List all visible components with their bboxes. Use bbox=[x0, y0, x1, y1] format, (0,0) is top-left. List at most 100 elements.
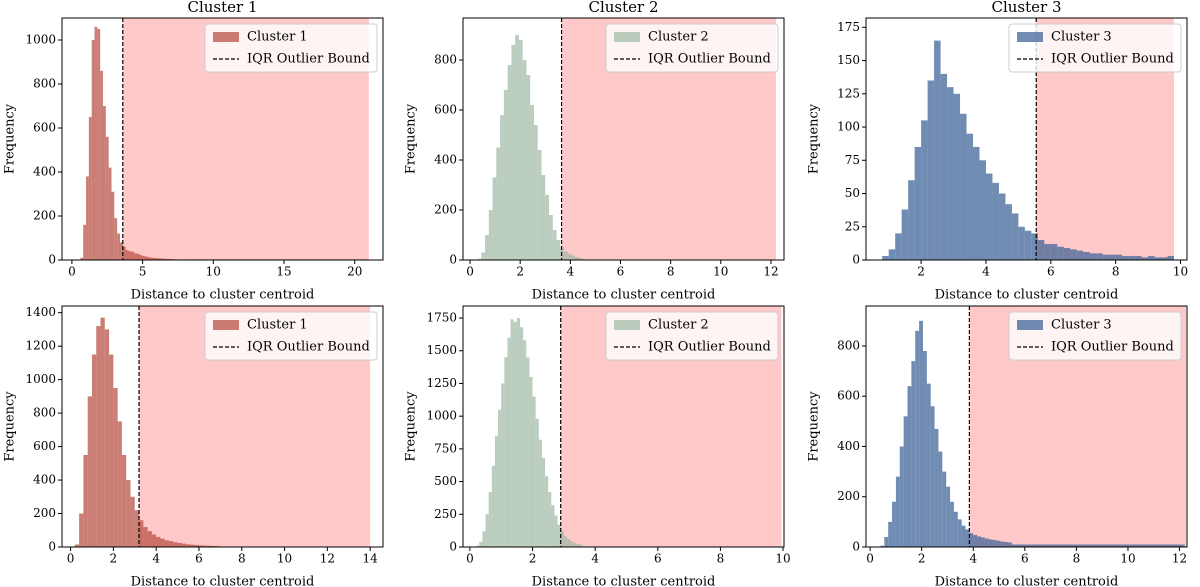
histogram-bar bbox=[1011, 544, 1185, 547]
histogram-bar bbox=[488, 210, 493, 260]
histogram-bar bbox=[919, 320, 923, 547]
x-tick-label: 8 bbox=[717, 552, 725, 566]
x-tick-label: 0 bbox=[466, 552, 474, 566]
plot-frame bbox=[61, 17, 384, 261]
histogram-bar bbox=[914, 146, 922, 260]
histogram-bar bbox=[961, 525, 966, 547]
histogram-bar bbox=[934, 428, 939, 547]
y-tick-label: 800 bbox=[33, 77, 56, 91]
histogram-bar bbox=[892, 501, 896, 547]
histogram-bar bbox=[134, 510, 140, 547]
histogram-bar bbox=[96, 326, 101, 547]
histogram-bar bbox=[485, 514, 489, 547]
histogram-bar bbox=[579, 258, 583, 260]
y-axis-label: Frequency bbox=[807, 391, 822, 462]
y-tick-label: 25 bbox=[845, 219, 860, 233]
plot-frame bbox=[865, 17, 1188, 261]
y-tick-label: 800 bbox=[33, 406, 56, 420]
histogram-bar bbox=[973, 146, 980, 260]
histogram-bar bbox=[880, 545, 885, 547]
x-tick-label: 10 bbox=[1173, 265, 1188, 279]
x-tick-label: 4 bbox=[982, 265, 990, 279]
x-axis-label: Distance to cluster centroid bbox=[935, 288, 1119, 303]
histogram-bar bbox=[79, 513, 84, 547]
legend-swatch bbox=[614, 320, 640, 330]
histogram-bar bbox=[139, 255, 143, 260]
histogram-bar bbox=[122, 246, 126, 260]
histogram-bar bbox=[148, 257, 152, 260]
y-tick-label: 0 bbox=[852, 253, 860, 267]
x-tick-label: 8 bbox=[667, 265, 675, 279]
x-tick-label: 0 bbox=[67, 552, 75, 566]
x-tick-label: 10 bbox=[1120, 552, 1135, 566]
x-axis-label: Distance to cluster centroid bbox=[131, 288, 315, 303]
y-tick-label: 1000 bbox=[25, 372, 56, 386]
histogram-bar bbox=[162, 258, 166, 260]
histogram-bar bbox=[570, 541, 574, 547]
histogram-bar bbox=[1154, 257, 1162, 260]
histogram-bar bbox=[934, 40, 941, 260]
histogram-bar bbox=[109, 354, 114, 547]
legend-box bbox=[1008, 311, 1182, 361]
histogram-bar bbox=[1115, 254, 1123, 260]
x-tick-label: 5 bbox=[139, 265, 147, 279]
x-tick-label: 12 bbox=[320, 552, 335, 566]
histogram-bar bbox=[922, 350, 927, 547]
chart-title: Cluster 1 bbox=[187, 0, 257, 16]
histogram-bar bbox=[1063, 248, 1071, 260]
histogram-bar bbox=[156, 536, 161, 547]
y-tick-label: 600 bbox=[33, 121, 56, 135]
histogram-bar bbox=[532, 396, 536, 547]
histogram-bar bbox=[481, 252, 486, 260]
histogram-bar bbox=[533, 125, 538, 260]
histogram-bar bbox=[136, 253, 140, 260]
histogram-bar bbox=[1167, 256, 1175, 260]
y-tick-label: 150 bbox=[837, 53, 860, 67]
histogram-bar bbox=[91, 40, 95, 260]
histogram-bar bbox=[518, 40, 523, 260]
histogram-bar bbox=[538, 439, 542, 547]
x-tick-label: 10 bbox=[277, 552, 292, 566]
histogram-bar bbox=[160, 538, 165, 547]
histogram-bar bbox=[491, 465, 495, 547]
x-tick-label: 6 bbox=[1047, 265, 1055, 279]
histogram-bar bbox=[921, 120, 928, 260]
histogram-bar bbox=[563, 535, 567, 547]
y-tick-label: 0 bbox=[852, 540, 860, 554]
histogram-bar bbox=[557, 524, 561, 547]
histogram-bar bbox=[946, 486, 951, 547]
legend-swatch bbox=[1017, 320, 1043, 330]
y-tick-label: 75 bbox=[845, 153, 860, 167]
histogram-bar bbox=[1037, 240, 1045, 260]
y-tick-label: 600 bbox=[837, 389, 860, 403]
histogram-bar bbox=[915, 330, 920, 547]
x-tick-label: 2 bbox=[917, 265, 925, 279]
histogram-bar bbox=[126, 480, 131, 547]
y-axis-label: Frequency bbox=[3, 103, 18, 174]
histogram-bar bbox=[573, 542, 577, 547]
histogram-bar bbox=[567, 253, 572, 260]
histogram-bar bbox=[147, 531, 152, 547]
y-tick-label: 250 bbox=[434, 507, 457, 521]
histogram-bar bbox=[194, 544, 199, 547]
y-tick-label: 400 bbox=[434, 153, 457, 167]
histogram-bar bbox=[942, 471, 947, 547]
histogram-bar bbox=[134, 253, 137, 260]
histogram-bar bbox=[545, 476, 549, 547]
histogram-bar bbox=[545, 195, 550, 260]
histogram-bar bbox=[511, 45, 516, 260]
histogram-bar bbox=[947, 87, 954, 261]
x-tick-label: 0 bbox=[866, 552, 874, 566]
histogram-bar bbox=[211, 545, 217, 547]
histogram-bar bbox=[83, 224, 87, 260]
histogram-bar bbox=[501, 383, 505, 547]
legend-label: IQR Outlier Bound bbox=[247, 52, 370, 67]
histogram-bar bbox=[114, 218, 118, 260]
histogram-bar bbox=[91, 354, 97, 547]
histogram-bar bbox=[477, 258, 482, 260]
y-tick-label: 400 bbox=[837, 439, 860, 453]
histogram-bar bbox=[100, 317, 105, 547]
y-axis-label: Frequency bbox=[3, 391, 18, 462]
histogram-bar bbox=[1102, 254, 1110, 260]
